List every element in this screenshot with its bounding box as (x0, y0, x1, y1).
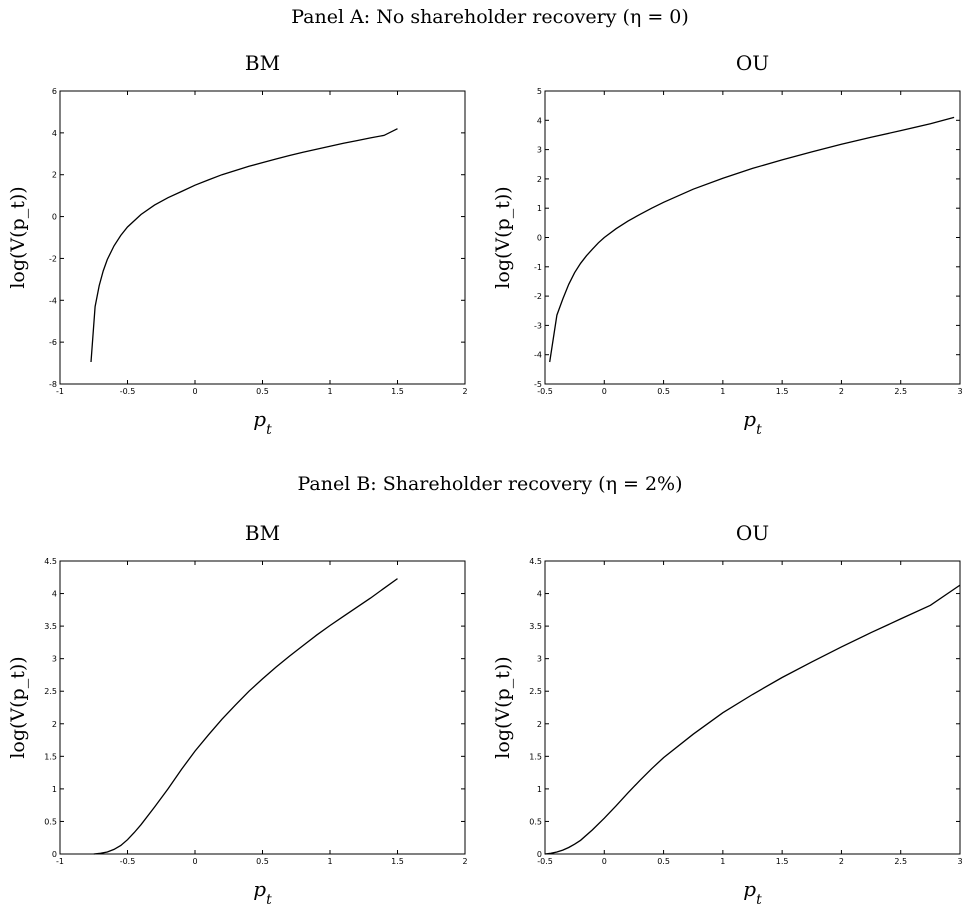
y-tick-label: 3.5 (529, 622, 542, 631)
y-tick-label: -6 (49, 338, 57, 347)
series-line-1 (93, 578, 398, 855)
x-tick-label: 0.5 (256, 857, 269, 866)
y-tick-label: 5 (537, 87, 542, 96)
x-tick-label: 0 (192, 857, 197, 866)
series-line-1 (544, 584, 961, 855)
y-tick-label: 2 (52, 720, 57, 729)
chart-panel-a-ou: OU -0.5 0 0.5 1 1.5 2 2.5 3 -5 -4 -3 -2 -1 0 1 2 3 4 5 pt log… (492, 51, 963, 438)
x-tick-label: 0 (602, 387, 607, 396)
y-tick-label: 1 (52, 785, 57, 794)
x-tick-label: 1 (720, 387, 725, 396)
x-tick-label: -0.5 (537, 387, 553, 396)
x-axis-label: pt (743, 407, 762, 438)
y-tick-label: 0 (537, 234, 542, 243)
y-axis-label: log(V(p_t)) (492, 186, 514, 288)
chart-title: BM (245, 521, 280, 545)
y-tick-label: 3 (52, 655, 57, 664)
y-tick-label: 0 (52, 850, 57, 859)
x-tick-label: 3 (957, 857, 962, 866)
chart-title: OU (736, 51, 769, 75)
x-tick-label: 1.5 (776, 857, 789, 866)
y-axis-label: log(V(p_t)) (7, 656, 29, 758)
y-tick-label: -3 (534, 321, 542, 330)
x-tick-label: 2.5 (894, 387, 907, 396)
x-tick-label: 2.5 (894, 857, 907, 866)
y-axis-label: log(V(p_t)) (492, 656, 514, 758)
panel-b-title: Panel B: Shareholder recovery (η = 2%) (297, 473, 682, 495)
y-tick-label: 4 (537, 590, 542, 599)
y-tick-label: 3.5 (44, 622, 57, 631)
y-tick-label: 0 (537, 850, 542, 859)
series-line-1 (549, 116, 955, 363)
chart-panel-a-bm: BM -1 -0.5 0 0.5 1 1.5 2 -8 -6 -4 -2 0 2 4 6 pt log(V(p_t… (7, 51, 468, 438)
y-tick-label: 4 (52, 129, 57, 138)
y-tick-label: 3 (537, 146, 542, 155)
y-tick-label: 4.5 (44, 557, 57, 566)
plot-frame (59, 90, 466, 385)
y-tick-label: -5 (534, 380, 542, 389)
x-tick-label: 0 (192, 387, 197, 396)
x-tick-label: -0.5 (120, 387, 136, 396)
plot-frame (544, 90, 961, 385)
y-tick-label: 2 (52, 171, 57, 180)
chart-panel-b-bm: BM -1 -0.5 0 0.5 1 1.5 2 0 0.5 1 1.5 2 2.5 3 3.5 4 4.5 pt l… (7, 521, 468, 907)
y-tick-label: -2 (534, 292, 542, 301)
panel-a-title: Panel A: No shareholder recovery (η = 0) (291, 6, 689, 28)
y-tick-label: 0 (52, 213, 57, 222)
y-tick-label: 2.5 (529, 687, 542, 696)
y-tick-label: 4 (537, 116, 542, 125)
y-tick-label: 1 (537, 785, 542, 794)
x-tick-label: 1.5 (776, 387, 789, 396)
y-tick-label: 3 (537, 655, 542, 664)
x-tick-label: 1.5 (391, 387, 404, 396)
series-line-1 (90, 128, 398, 363)
plot-frame (59, 560, 466, 855)
x-tick-label: 0.5 (657, 387, 670, 396)
x-axis-label: pt (253, 877, 272, 907)
y-tick-label: 2 (537, 175, 542, 184)
y-tick-label: -8 (49, 380, 57, 389)
y-tick-label: 1.5 (529, 752, 542, 761)
y-tick-label: 0.5 (44, 817, 57, 826)
y-tick-label: 1.5 (44, 752, 57, 761)
chart-title: BM (245, 51, 280, 75)
x-tick-label: 1.5 (391, 857, 404, 866)
x-tick-label: 0 (602, 857, 607, 866)
x-tick-label: 1 (720, 857, 725, 866)
x-tick-label: 1 (327, 857, 332, 866)
x-axis-label: pt (253, 407, 272, 438)
y-tick-label: -2 (49, 254, 57, 263)
x-axis-label: pt (743, 877, 762, 907)
y-axis-label: log(V(p_t)) (7, 186, 29, 288)
x-tick-label: -1 (56, 387, 64, 396)
x-tick-label: 2 (839, 857, 844, 866)
x-tick-label: 0.5 (256, 387, 269, 396)
y-tick-label: 2.5 (44, 687, 57, 696)
plot-frame (544, 560, 961, 855)
chart-title: OU (736, 521, 769, 545)
y-tick-label: -1 (534, 263, 542, 272)
x-tick-label: 0.5 (657, 857, 670, 866)
y-tick-label: -4 (534, 351, 542, 360)
chart-panel-b-ou: OU-0.5 0 0.5 1 1.5 2 2.5 300.511.522.533.544.5p… (492, 521, 963, 907)
y-tick-label: 4.5 (529, 557, 542, 566)
x-tick-label: 3 (957, 387, 962, 396)
x-tick-label: 1 (327, 387, 332, 396)
y-tick-label: 0.5 (529, 817, 542, 826)
y-tick-label: 4 (52, 590, 57, 599)
y-tick-label: 1 (537, 204, 542, 213)
x-tick-label: 2 (462, 387, 467, 396)
x-tick-label: -0.5 (537, 857, 553, 866)
y-tick-label: 2 (537, 720, 542, 729)
x-tick-label: -1 (56, 857, 64, 866)
y-tick-label: -4 (49, 296, 57, 305)
x-tick-label: 2 (839, 387, 844, 396)
x-tick-label: -0.5 (120, 857, 136, 866)
y-tick-label: 6 (52, 87, 57, 96)
x-tick-label: 2 (462, 857, 467, 866)
